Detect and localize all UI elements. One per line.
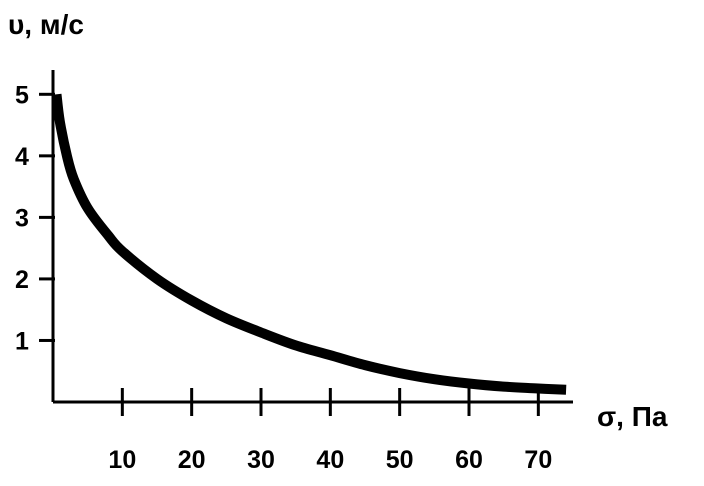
y-axis-label: υ, м/с: [8, 9, 84, 40]
y-tick-label: 1: [15, 327, 29, 355]
x-tick-label: 60: [455, 446, 483, 474]
x-tick-label: 20: [178, 446, 206, 474]
series-line: [51, 93, 567, 395]
y-tick-label: 4: [15, 143, 29, 171]
x-tick-label: 40: [316, 446, 344, 474]
axes: [51, 70, 573, 404]
y-tick-label: 2: [15, 266, 29, 294]
x-tick-label: 30: [247, 446, 275, 474]
x-axis-label: σ, Па: [597, 401, 668, 432]
ticks: 10 20 30 40 50 60 70 1 2 3 4 5: [15, 81, 552, 474]
y-tick-label: 5: [15, 81, 29, 109]
y-tick-label: 3: [15, 204, 29, 232]
x-tick-label: 70: [524, 446, 552, 474]
series: [51, 93, 567, 395]
x-tick-label: 10: [108, 446, 136, 474]
x-tick-label: 50: [386, 446, 414, 474]
